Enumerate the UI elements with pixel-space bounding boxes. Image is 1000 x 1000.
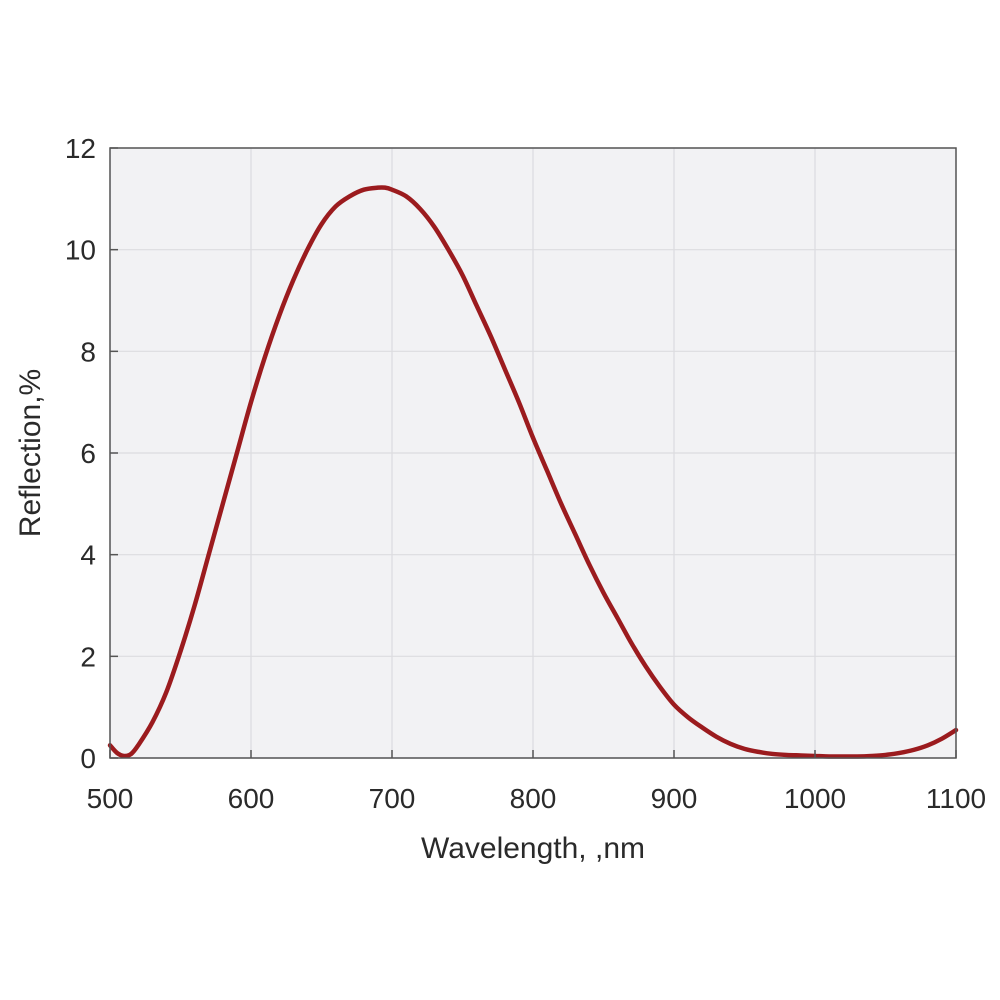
x-axis-ticks: 500 600 700 800 900 1000 1100 (87, 750, 986, 814)
x-tick-label-2: 700 (369, 783, 416, 814)
series-group (107, 185, 959, 759)
y-tick-label-0: 0 (80, 743, 96, 774)
y-tick-label-3: 6 (80, 438, 96, 469)
x-tick-label-6: 1100 (926, 783, 986, 814)
y-axis-title: Reflection,% (14, 369, 47, 537)
x-tick-label-1: 600 (228, 783, 275, 814)
y-tick-label-1: 2 (80, 641, 96, 672)
x-tick-label-3: 800 (510, 783, 557, 814)
y-tick-label-5: 10 (65, 235, 96, 266)
x-axis-title: Wavelength, ,nm (421, 832, 645, 865)
y-tick-label-4: 8 (80, 336, 96, 367)
y-tick-label-2: 4 (80, 540, 96, 571)
series-line-0 (107, 185, 959, 759)
y-tick-label-6: 12 (65, 133, 96, 164)
x-tick-label-5: 1000 (784, 783, 846, 814)
x-tick-label-4: 900 (651, 783, 698, 814)
y-axis-ticks: 0 2 4 6 8 10 12 (65, 133, 118, 774)
x-tick-label-0: 500 (87, 783, 134, 814)
